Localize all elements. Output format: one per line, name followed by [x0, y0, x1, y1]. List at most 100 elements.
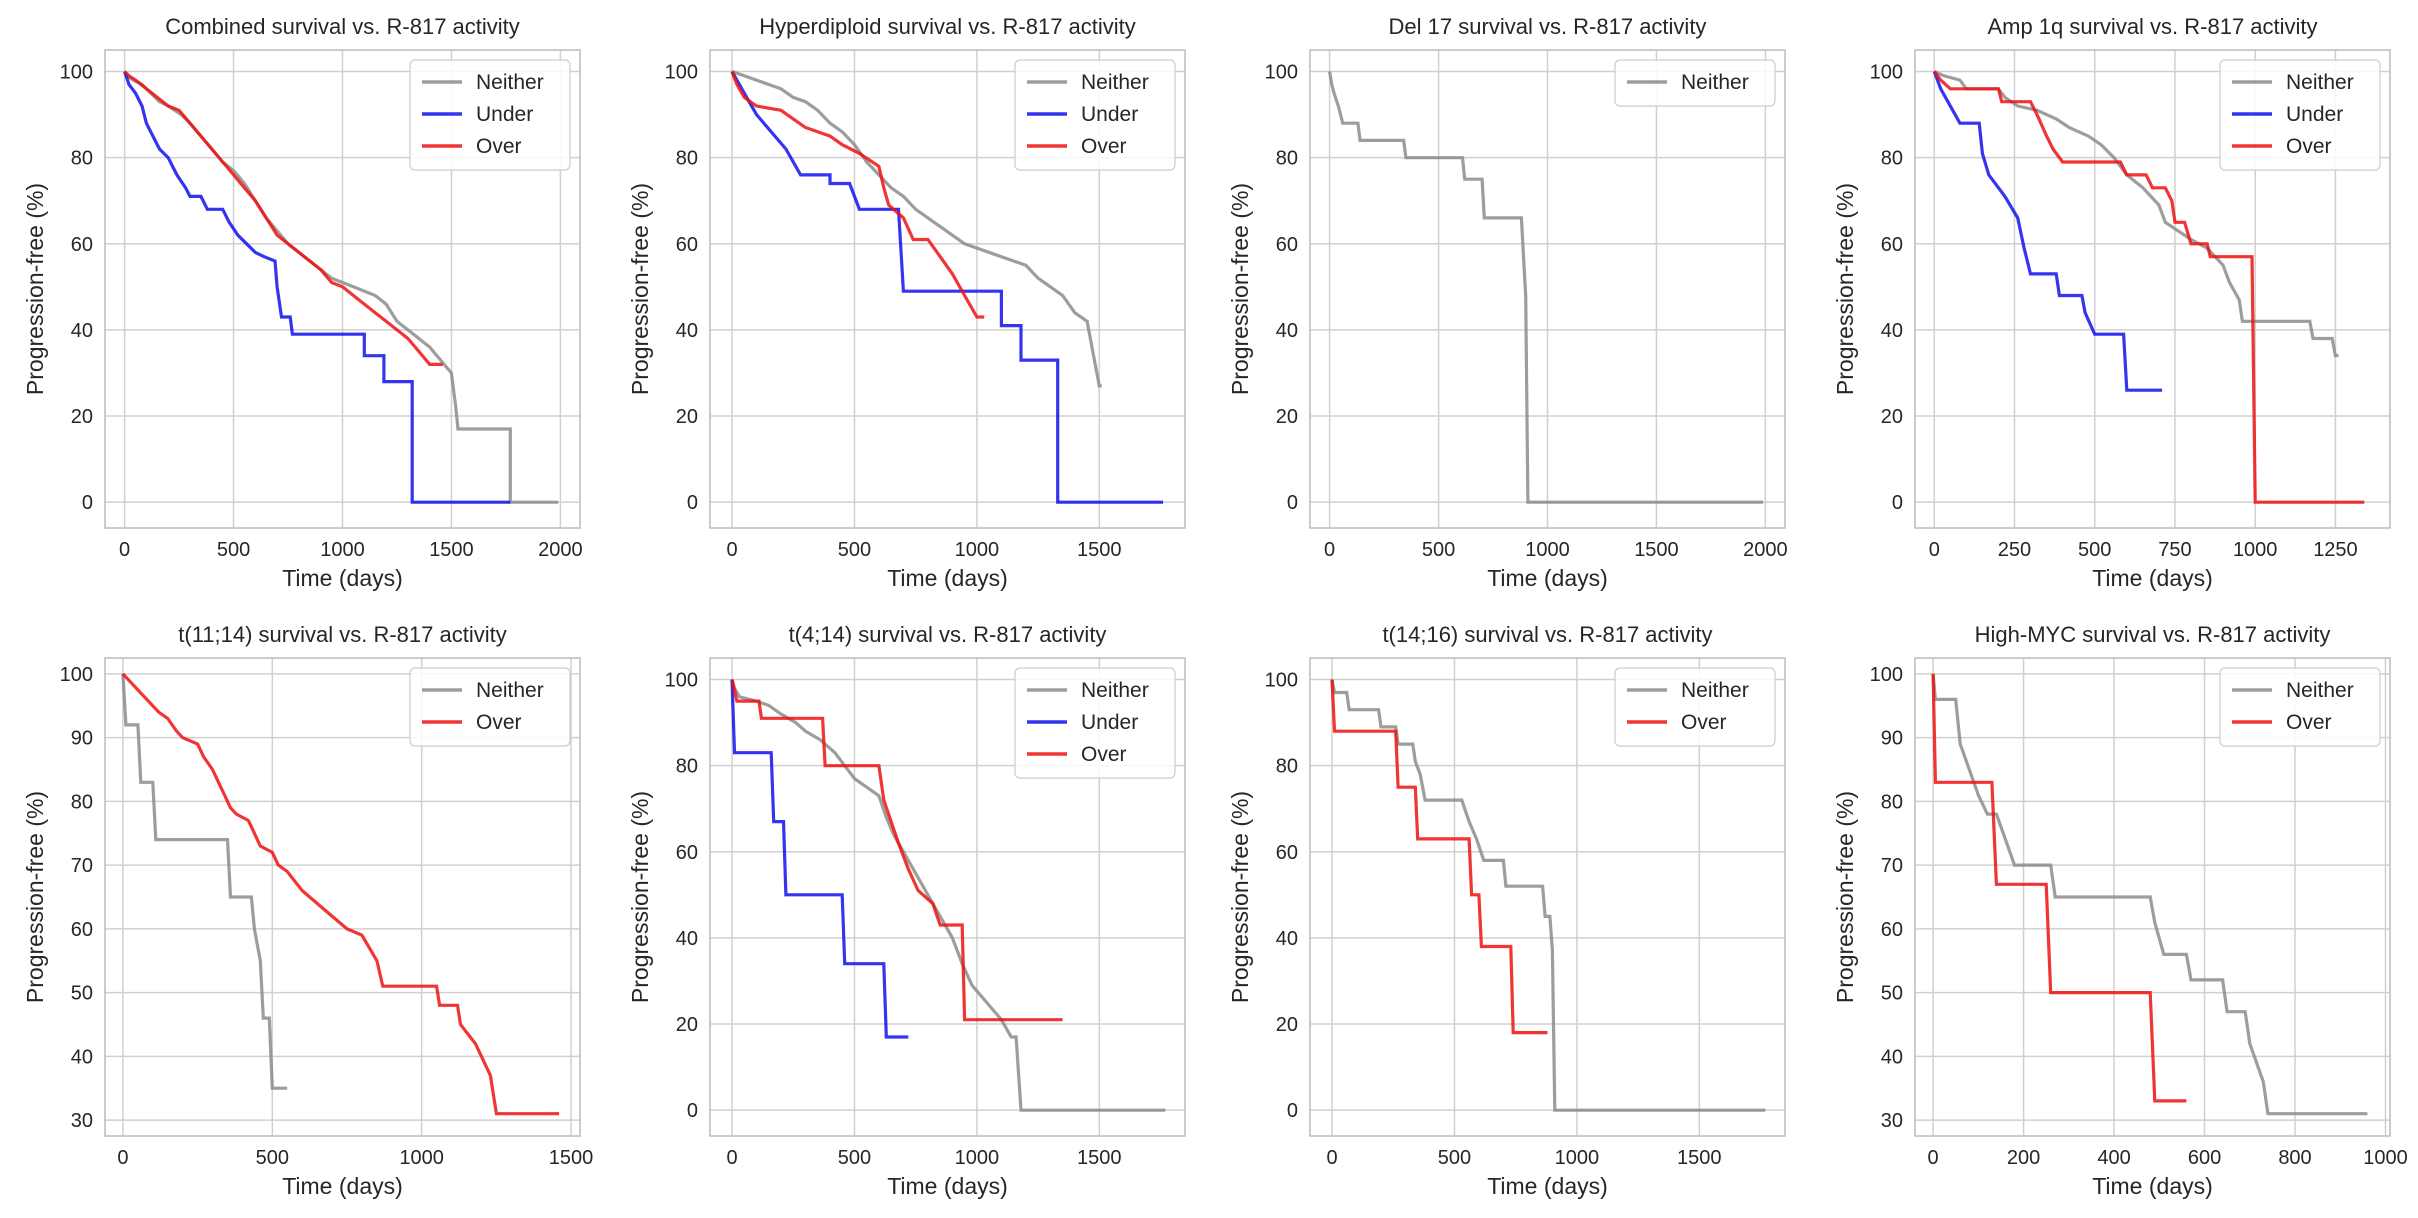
- series-line-neither: [1933, 70, 2339, 358]
- y-tick-label: 20: [1276, 406, 1298, 428]
- x-tick-label: 1000: [955, 539, 1000, 561]
- legend-label-over: Over: [2286, 711, 2332, 734]
- y-tick-label: 20: [1881, 406, 1903, 428]
- y-tick-label: 40: [1881, 320, 1903, 342]
- y-tick-label: 60: [676, 234, 698, 256]
- legend-box: [2219, 667, 2381, 747]
- y-tick-label: 60: [1276, 234, 1298, 256]
- y-tick-label: 0: [1287, 1100, 1298, 1122]
- y-tick-label: 40: [71, 1046, 93, 1068]
- y-tick-label: 60: [71, 234, 93, 256]
- legend-box: [1614, 667, 1776, 747]
- plot-frame: [104, 49, 581, 529]
- chart-title: Del 17 survival vs. R-817 activity: [1389, 14, 1707, 39]
- x-axis-label: Time (days): [282, 565, 403, 591]
- y-tick-label: 80: [1276, 148, 1298, 170]
- legend-label-over: Over: [1681, 711, 1727, 734]
- y-tick-label: 20: [676, 406, 698, 428]
- series-line-over: [1931, 673, 2187, 1103]
- x-tick-label: 1000: [2233, 539, 2278, 561]
- y-tick-label: 60: [1881, 234, 1903, 256]
- y-tick-label: 60: [71, 919, 93, 941]
- series-line-over: [1933, 70, 2365, 504]
- legend: Neither Over: [409, 667, 571, 747]
- legend: Neither Under Over: [2219, 59, 2381, 171]
- y-tick-label: 20: [676, 1014, 698, 1036]
- y-tick-label: 0: [1892, 492, 1903, 514]
- y-tick-label: 0: [82, 492, 93, 514]
- y-tick-label: 80: [1881, 791, 1903, 813]
- x-tick-label: 500: [838, 539, 871, 561]
- series-line-neither: [1330, 679, 1766, 1112]
- x-tick-label: 1000: [1525, 539, 1570, 561]
- x-tick-label: 750: [2158, 539, 2191, 561]
- y-axis-label: Progression-free (%): [22, 183, 48, 395]
- chart-panel-2: 0 500 1000 1500 0 20 40 60 80 100 Hyperdiploid sur…: [627, 14, 1186, 591]
- plot-frame: [104, 657, 581, 1137]
- x-tick-label: 0: [1928, 1147, 1939, 1169]
- legend-label-under: Under: [476, 103, 533, 126]
- plot-frame: [709, 657, 1186, 1137]
- y-tick-label: 20: [71, 406, 93, 428]
- series-line-over: [1330, 679, 1548, 1035]
- x-tick-label: 1000: [1555, 1147, 1600, 1169]
- y-tick-label: 80: [1276, 756, 1298, 778]
- x-tick-label: 1500: [1077, 1147, 1122, 1169]
- y-tick-label: 0: [687, 1100, 698, 1122]
- chart-panel-6: 0 500 1000 1500 0 20 40 60 80 100 t(4;14) survival…: [627, 622, 1186, 1199]
- series-line-over: [123, 70, 443, 366]
- x-tick-label: 500: [1422, 539, 1455, 561]
- y-tick-label: 40: [1276, 320, 1298, 342]
- legend-box: [2219, 59, 2381, 171]
- y-axis-label: Progression-free (%): [1227, 183, 1253, 395]
- y-axis-label: Progression-free (%): [627, 791, 653, 1003]
- x-tick-label: 2000: [1743, 539, 1788, 561]
- y-tick-label: 90: [71, 728, 93, 750]
- y-tick-label: 40: [676, 320, 698, 342]
- x-tick-label: 500: [2078, 539, 2111, 561]
- chart-panel-4: 0 250 500 750 1000 1250 0 20 40 60 80 100 Amp 1q sur…: [1832, 14, 2391, 591]
- x-axis-label: Time (days): [1487, 565, 1608, 591]
- y-tick-label: 70: [1881, 855, 1903, 877]
- y-axis-label: Progression-free (%): [1227, 791, 1253, 1003]
- chart-title: Combined survival vs. R-817 activity: [165, 14, 520, 39]
- x-tick-label: 1250: [2313, 539, 2358, 561]
- x-tick-label: 1000: [399, 1147, 444, 1169]
- y-tick-label: 80: [71, 791, 93, 813]
- y-tick-label: 100: [1870, 62, 1903, 84]
- plot-frame: [1309, 49, 1786, 529]
- chart-panel-8: 0 200 400 600 800 1000 30 40 50 60 70 80 90 100 High-M…: [1832, 622, 2408, 1199]
- y-tick-label: 50: [1881, 983, 1903, 1005]
- x-axis-label: Time (days): [2092, 565, 2213, 591]
- series-line-over: [730, 679, 1063, 1022]
- legend-label-over: Over: [476, 135, 522, 158]
- legend: Neither: [1614, 59, 1776, 107]
- legend-label-neither: Neither: [476, 679, 544, 702]
- y-tick-label: 20: [1276, 1014, 1298, 1036]
- legend-label-neither: Neither: [1081, 679, 1149, 702]
- chart-panel-5: 0 500 1000 1500 30 40 50 60 70 80 90 100 t(11;14) su…: [22, 622, 593, 1199]
- series-line-neither: [121, 673, 288, 1090]
- y-tick-label: 90: [1881, 728, 1903, 750]
- series-line-under: [730, 70, 1163, 504]
- y-axis-label: Progression-free (%): [1832, 183, 1858, 395]
- x-tick-label: 600: [2188, 1147, 2221, 1169]
- x-tick-label: 0: [726, 1147, 737, 1169]
- y-tick-label: 70: [71, 855, 93, 877]
- y-tick-label: 0: [1287, 492, 1298, 514]
- series-line-under: [123, 70, 511, 504]
- legend: Neither Over: [2219, 667, 2381, 747]
- y-tick-label: 0: [687, 492, 698, 514]
- legend-label-under: Under: [1081, 711, 1138, 734]
- legend-label-neither: Neither: [476, 71, 544, 94]
- plot-frame: [1914, 657, 2391, 1137]
- legend-label-under: Under: [2286, 103, 2343, 126]
- chart-title: Hyperdiploid survival vs. R-817 activity: [759, 14, 1136, 39]
- legend-label-over: Over: [476, 711, 522, 734]
- x-tick-label: 500: [217, 539, 250, 561]
- legend-box: [1614, 59, 1776, 107]
- x-tick-label: 0: [1326, 1147, 1337, 1169]
- legend: Neither Under Over: [1014, 667, 1176, 779]
- x-tick-label: 400: [2097, 1147, 2130, 1169]
